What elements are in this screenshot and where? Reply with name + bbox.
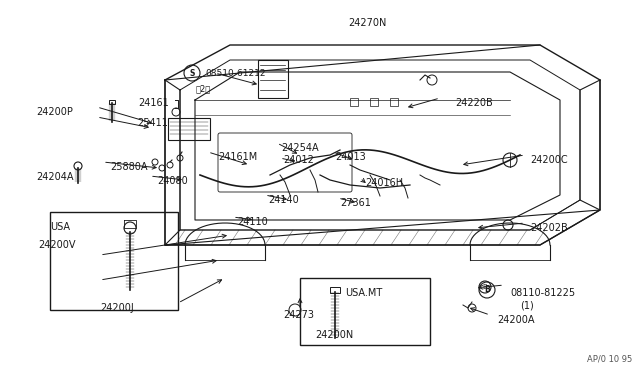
Text: 27361: 27361 [340, 198, 371, 208]
Text: 24273: 24273 [283, 310, 314, 320]
Text: 25411: 25411 [137, 118, 168, 128]
Bar [350, 98, 358, 106]
Text: 08510-61212: 08510-61212 [205, 68, 266, 77]
Text: 24200V: 24200V [38, 240, 76, 250]
Bar [330, 287, 340, 293]
Bar [258, 60, 288, 98]
Text: 24013: 24013 [335, 152, 365, 162]
Bar [109, 100, 115, 104]
Text: 24016H: 24016H [365, 178, 403, 188]
Text: 24200A: 24200A [497, 315, 534, 325]
Text: 24110: 24110 [237, 217, 268, 227]
Text: (1): (1) [520, 300, 534, 310]
Text: 24204A: 24204A [36, 172, 74, 182]
Text: 24161M: 24161M [218, 152, 257, 162]
Text: B: B [484, 285, 490, 295]
Bar [168, 118, 210, 140]
Text: 24200C: 24200C [530, 155, 568, 165]
Text: B: B [483, 284, 488, 290]
Text: 24012: 24012 [283, 155, 314, 165]
Text: 24254A: 24254A [281, 143, 319, 153]
Text: S: S [189, 68, 195, 77]
Text: 24202B: 24202B [530, 223, 568, 233]
Text: 24270N: 24270N [348, 18, 387, 28]
Bar [370, 98, 378, 106]
Text: AP/0 10 95: AP/0 10 95 [587, 355, 632, 364]
Text: （2）: （2） [196, 84, 211, 93]
Bar [300, 278, 430, 345]
Bar [390, 98, 398, 106]
Text: USA.MT: USA.MT [345, 288, 382, 298]
Text: USA: USA [50, 222, 70, 232]
Text: 08110-81225: 08110-81225 [510, 288, 575, 298]
Text: 24140: 24140 [268, 195, 299, 205]
Text: 24161: 24161 [138, 98, 169, 108]
Text: 24200J: 24200J [100, 303, 134, 313]
Text: 24200P: 24200P [36, 107, 73, 117]
Text: 25880A: 25880A [110, 162, 147, 172]
Bar [50, 212, 178, 310]
Text: 24220B: 24220B [455, 98, 493, 108]
Text: 24080: 24080 [157, 176, 188, 186]
Text: 24200N: 24200N [315, 330, 353, 340]
